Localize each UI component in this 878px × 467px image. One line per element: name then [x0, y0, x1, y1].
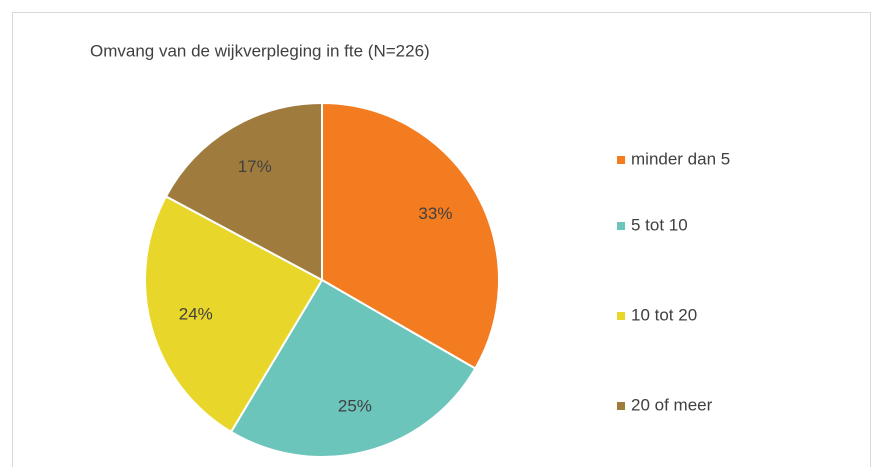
- legend-label: 5 tot 10: [631, 215, 688, 234]
- legend-label: 20 of meer: [631, 395, 713, 414]
- legend-swatch: [617, 402, 625, 410]
- pie-slice: [321, 101, 500, 370]
- data-label: 17%: [238, 157, 272, 176]
- legend-swatch: [617, 156, 625, 164]
- data-label: 24%: [179, 304, 213, 323]
- legend-label: minder dan 5: [631, 149, 730, 168]
- data-label: 25%: [338, 396, 372, 415]
- legend-swatch: [617, 222, 625, 230]
- legend-label: 10 tot 20: [631, 305, 697, 324]
- legend-swatch: [617, 312, 625, 320]
- pie-slice: [144, 195, 324, 434]
- pie-slice: [164, 101, 323, 282]
- chart-title: Omvang van de wijkverpleging in fte (N=2…: [90, 41, 430, 60]
- data-label: 33%: [418, 204, 452, 223]
- pie-slice: [229, 278, 477, 458]
